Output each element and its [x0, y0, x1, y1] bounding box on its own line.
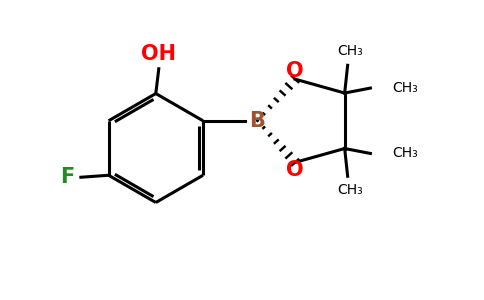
Text: CH₃: CH₃ — [337, 183, 363, 197]
Text: OH: OH — [141, 44, 176, 64]
Text: CH₃: CH₃ — [392, 81, 418, 95]
Text: O: O — [287, 160, 304, 180]
Text: B: B — [250, 111, 265, 131]
Text: CH₃: CH₃ — [392, 146, 418, 161]
Text: CH₃: CH₃ — [337, 44, 363, 58]
Text: O: O — [287, 61, 304, 81]
Text: F: F — [60, 167, 74, 187]
